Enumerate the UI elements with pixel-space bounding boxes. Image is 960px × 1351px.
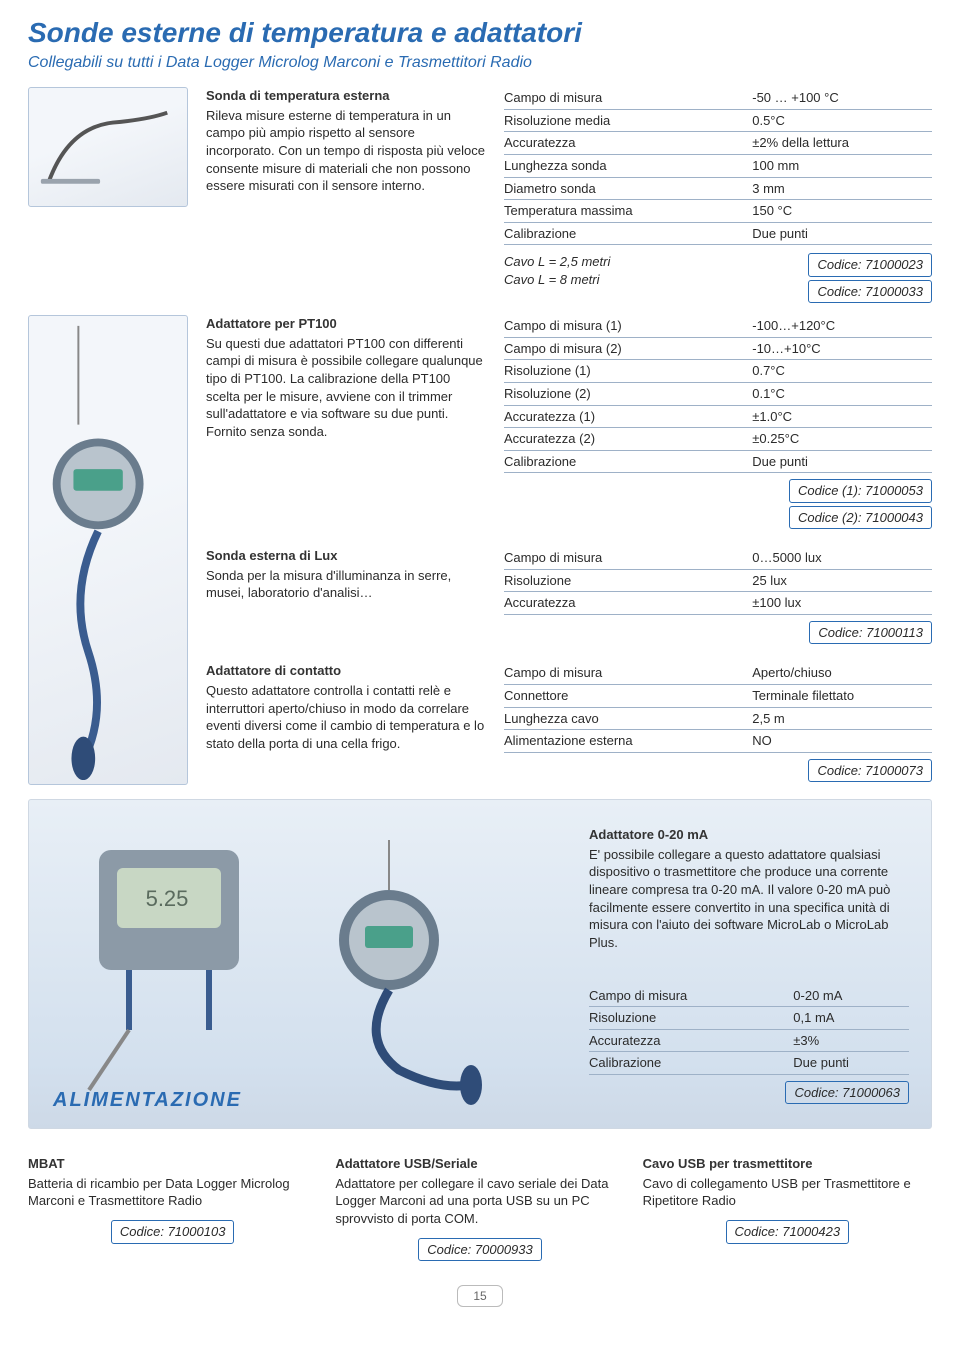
section-title: Sonda esterna di Lux [206,547,486,565]
codice-box: Codice: 71000423 [726,1220,850,1244]
cavo-label: Cavo L = 8 metri [504,271,610,289]
codice-box: Codice: 71000033 [808,280,932,304]
bottom-title: Cavo USB per trasmettitore [643,1155,932,1173]
cavo-label: Cavo L = 2,5 metri [504,253,610,271]
bottom-title: MBAT [28,1155,317,1173]
codice-box: Codice: 70000933 [418,1238,542,1262]
svg-text:5.25: 5.25 [146,886,189,911]
section-body: Questo adattatore controlla i contatti r… [206,682,486,752]
product-image-tall [28,315,188,785]
codice-box: Codice (2): 71000043 [789,506,932,530]
section-title: Adattatore per PT100 [206,315,486,333]
spec-table: Campo di misura (1)-100…+120°C Campo di … [504,315,932,473]
bottom-body: Cavo di collegamento USB per Trasmettito… [643,1175,932,1210]
codice-box: Codice: 71000073 [808,759,932,783]
tall-section-group: Adattatore per PT100 Su questi due adatt… [28,315,932,785]
spec-table: Campo di misuraAperto/chiuso ConnettoreT… [504,662,932,752]
codice-box: Codice: 71000103 [111,1220,235,1244]
page-number: 15 [457,1285,503,1307]
codice-box: Codice: 71000063 [785,1081,909,1105]
bottom-body: Adattatore per collegare il cavo seriale… [335,1175,624,1228]
hero-label: ALIMENTAZIONE [53,1087,242,1114]
section-title: Sonda di temperatura esterna [206,87,486,105]
section-title: Adattatore di contatto [206,662,486,680]
product-image [28,87,188,207]
hero-body: E' possibile collegare a questo adattato… [589,846,909,951]
section-sonda-temperatura: Sonda di temperatura esterna Rileva misu… [28,87,932,303]
section-body: Rileva misure esterne di temperatura in … [206,107,486,195]
spec-table: Campo di misura0-20 mA Risoluzione0,1 mA… [589,985,909,1075]
codice-box: Codice (1): 71000053 [789,479,932,503]
hero-title: Adattatore 0-20 mA [589,826,909,844]
codice-box: Codice: 71000023 [808,253,932,277]
spec-table: Campo di misura-50 … +100 °C Risoluzione… [504,87,932,245]
bottom-title: Adattatore USB/Seriale [335,1155,624,1173]
hero-panel: 5.25 ALIMENTAZIONE Adattatore 0-20 mA E'… [28,799,932,1129]
page-title: Sonde esterne di temperatura e adattator… [28,14,932,52]
section-body: Su questi due adattatori PT100 con diffe… [206,335,486,440]
page-subtitle: Collegabili su tutti i Data Logger Micro… [28,52,932,74]
codice-box: Codice: 71000113 [809,621,932,645]
bottom-row: MBAT Batteria di ricambio per Data Logge… [28,1155,932,1261]
spec-table: Campo di misura0…5000 lux Risoluzione25 … [504,547,932,615]
section-body: Sonda per la misura d'illuminanza in ser… [206,567,486,602]
bottom-body: Batteria di ricambio per Data Logger Mic… [28,1175,317,1210]
